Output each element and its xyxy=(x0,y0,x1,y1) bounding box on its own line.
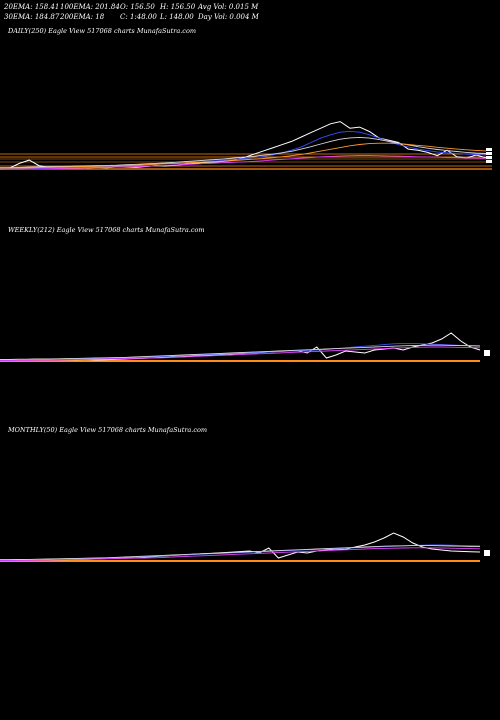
monthly-panel-title: MONTHLY(50) Eagle View 517068 charts Mun… xyxy=(8,426,208,434)
price-marker xyxy=(486,156,492,159)
series-line-3 xyxy=(0,142,487,169)
series-line-2 xyxy=(0,545,481,561)
daily-ref-lines xyxy=(0,153,492,170)
ema200-label: 200EMA: 18 xyxy=(60,13,105,21)
monthly-axis-markers xyxy=(484,550,490,556)
daily-chart xyxy=(0,121,492,171)
low-label: L: 148.00 xyxy=(160,13,194,21)
weekly-chart xyxy=(0,332,490,362)
monthly-chart xyxy=(0,532,490,562)
avg-vol-label: Avg Vol: 0.015 M xyxy=(198,3,259,11)
monthly-series xyxy=(0,532,481,562)
close-label: C: 1:48.00 xyxy=(120,13,157,21)
ema100-label: 100EMA: 201.84 xyxy=(60,3,120,11)
daily-series xyxy=(0,121,487,171)
price-marker xyxy=(486,148,492,151)
open-label: O: 156.50 xyxy=(120,3,155,11)
weekly-panel-title: WEEKLY(212) Eagle View 517068 charts Mun… xyxy=(8,226,205,234)
weekly-axis-markers xyxy=(484,350,490,356)
series-line-4 xyxy=(0,155,487,171)
daily-axis-markers xyxy=(486,148,492,163)
series-line-3 xyxy=(0,346,481,362)
weekly-series xyxy=(0,332,481,362)
day-vol-label: Day Vol: 0.004 M xyxy=(198,13,259,21)
series-line-0 xyxy=(0,532,481,561)
series-line-0 xyxy=(0,332,481,361)
ema20-label: 20EMA: 158.41 xyxy=(4,3,60,11)
series-line-2 xyxy=(0,136,487,169)
price-marker xyxy=(484,350,490,356)
high-label: H: 156.50 xyxy=(160,3,196,11)
ema30-label: 30EMA: 184.87 xyxy=(4,13,60,21)
price-marker xyxy=(484,550,490,556)
series-line-2 xyxy=(0,344,481,360)
price-marker xyxy=(486,160,492,163)
price-marker xyxy=(486,152,492,155)
series-line-3 xyxy=(0,547,481,562)
daily-panel-title: DAILY(250) Eagle View 517068 charts Muna… xyxy=(8,27,197,35)
